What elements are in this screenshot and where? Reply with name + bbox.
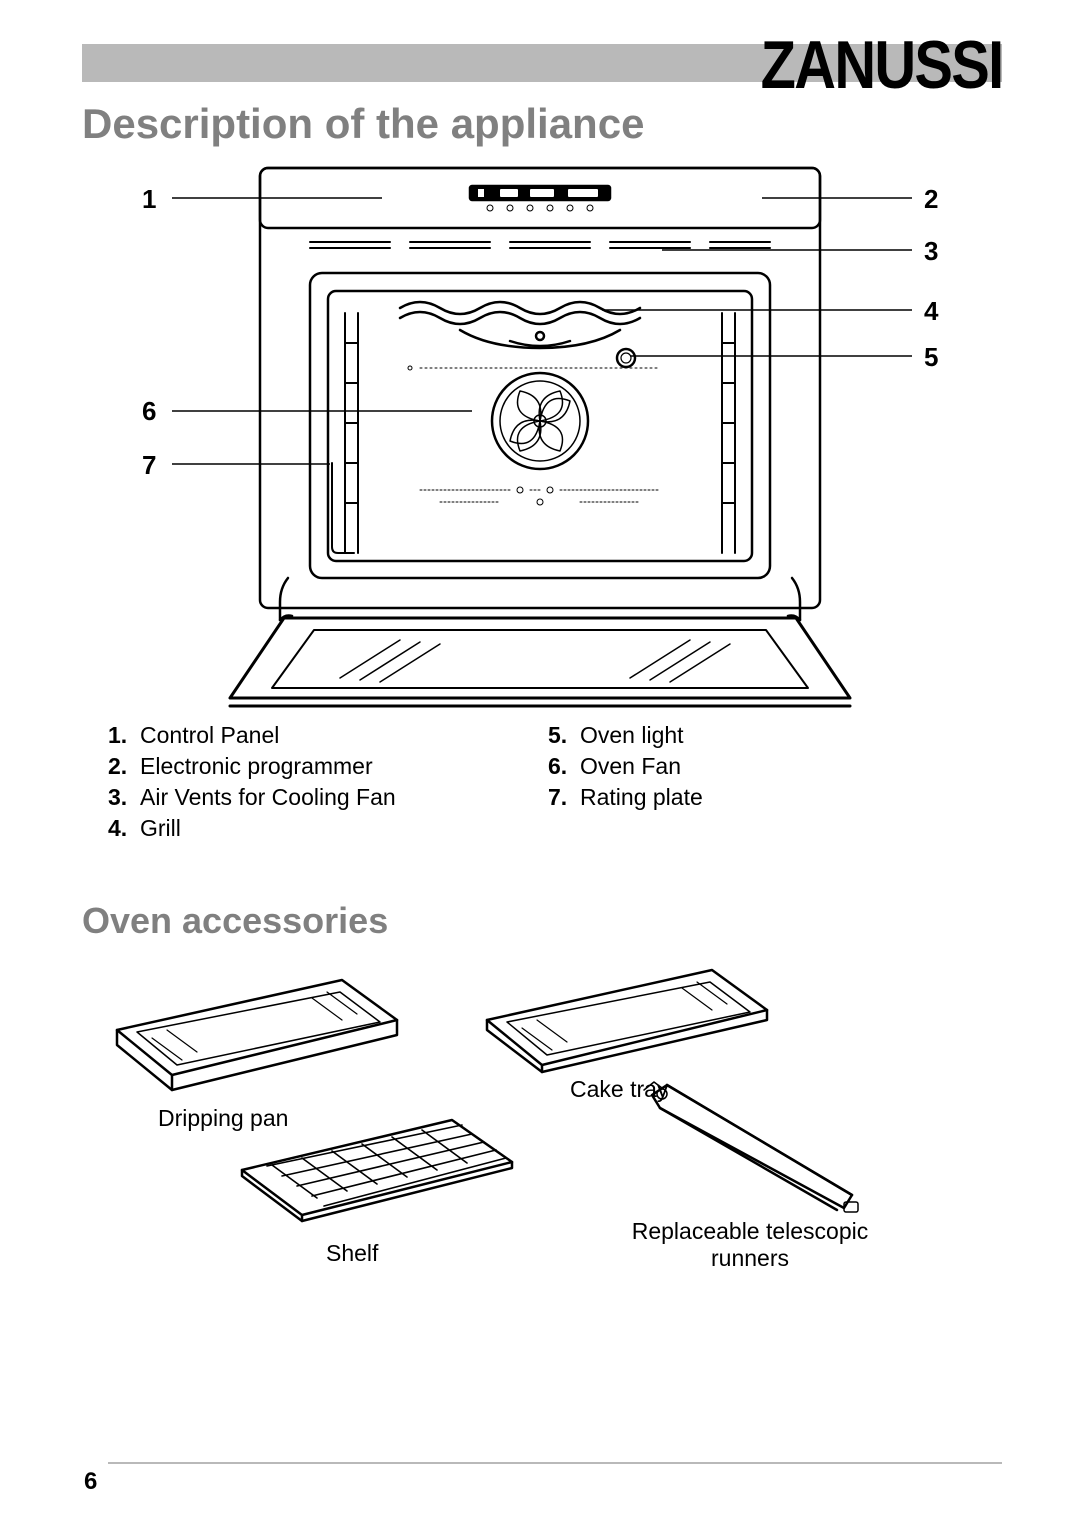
callout-2: 2: [924, 184, 938, 215]
legend-row: 6.Oven Fan: [548, 751, 703, 782]
callout-4: 4: [924, 296, 938, 327]
legend-left-column: 1.Control Panel 2.Electronic programmer …: [108, 720, 396, 844]
callout-1: 1: [142, 184, 156, 215]
legend-row: 4.Grill: [108, 813, 396, 844]
legend-text: Oven Fan: [580, 753, 681, 779]
callout-6: 6: [142, 396, 156, 427]
callout-5: 5: [924, 342, 938, 373]
legend-num: 3.: [108, 782, 140, 813]
legend-text: Air Vents for Cooling Fan: [140, 784, 396, 810]
legend-text: Oven light: [580, 722, 684, 748]
footer-rule: [108, 1462, 1002, 1464]
legend-text: Grill: [140, 815, 181, 841]
callout-3: 3: [924, 236, 938, 267]
page-number: 6: [84, 1468, 97, 1496]
legend-num: 5.: [548, 720, 580, 751]
label-cake-tray: Cake tray: [570, 1076, 668, 1103]
legend-row: 1.Control Panel: [108, 720, 396, 751]
label-dripping-pan: Dripping pan: [158, 1105, 288, 1132]
legend-num: 6.: [548, 751, 580, 782]
legend-row: 3.Air Vents for Cooling Fan: [108, 782, 396, 813]
legend-row: 7.Rating plate: [548, 782, 703, 813]
brand-logo: ZANUSSI: [760, 26, 1002, 104]
label-runners: Replaceable telescopic runners: [620, 1218, 880, 1272]
section-title-accessories: Oven accessories: [82, 900, 388, 942]
legend-text: Electronic programmer: [140, 753, 373, 779]
legend-text: Rating plate: [580, 784, 703, 810]
label-runners-line2: runners: [711, 1245, 789, 1271]
label-runners-line1: Replaceable telescopic: [632, 1218, 869, 1244]
legend-row: 2.Electronic programmer: [108, 751, 396, 782]
legend-num: 2.: [108, 751, 140, 782]
legend-row: 5.Oven light: [548, 720, 703, 751]
legend-right-column: 5.Oven light 6.Oven Fan 7.Rating plate: [548, 720, 703, 813]
legend-text: Control Panel: [140, 722, 279, 748]
section-title-description: Description of the appliance: [82, 100, 644, 148]
legend-num: 7.: [548, 782, 580, 813]
label-shelf: Shelf: [326, 1240, 378, 1267]
legend-num: 1.: [108, 720, 140, 751]
callout-lines: [82, 158, 1002, 718]
callout-7: 7: [142, 450, 156, 481]
legend-num: 4.: [108, 813, 140, 844]
